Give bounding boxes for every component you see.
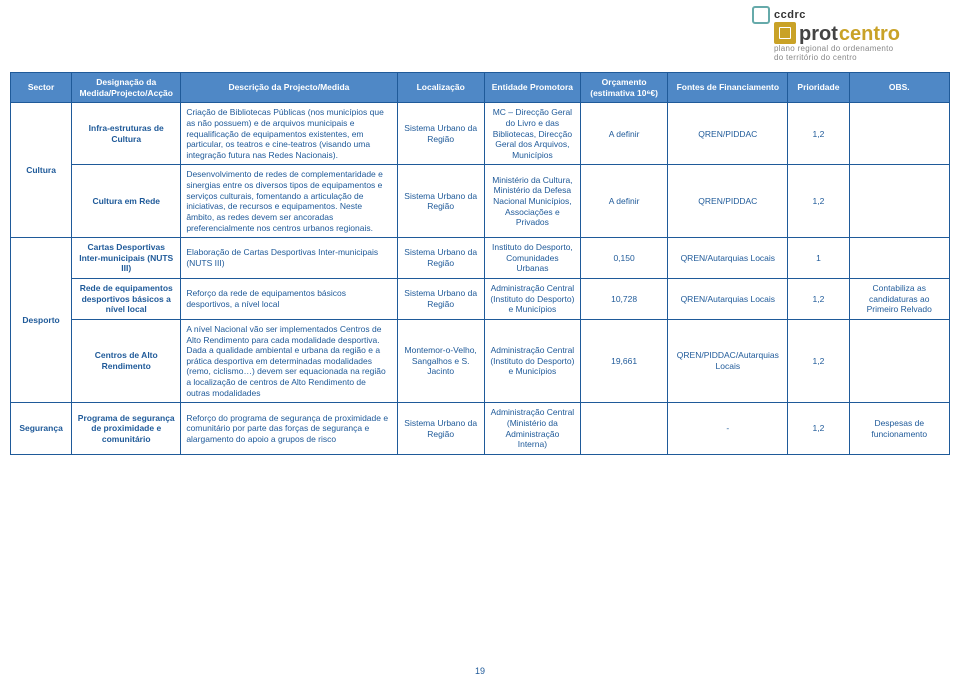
cell-orc: 10,728: [580, 279, 667, 320]
cell-ent: Administração Central (Instituto do Desp…: [484, 279, 580, 320]
brand-plain: prot: [799, 24, 838, 44]
cell-obs: [849, 319, 950, 402]
brand-row: protcentro: [774, 22, 900, 44]
cell-obs: Despesas de funcionamento: [849, 403, 950, 455]
table-row: Centros de Alto RendimentoA nível Nacion…: [11, 319, 950, 402]
cell-desig: Cartas Desportivas Inter-municipais (NUT…: [72, 238, 181, 279]
cell-prio: 1: [788, 238, 849, 279]
col-entidade: Entidade Promotora: [484, 73, 580, 103]
cell-ent: Administração Central (Ministério da Adm…: [484, 403, 580, 455]
cell-sector: Segurança: [11, 403, 72, 455]
cell-orc: [580, 403, 667, 455]
cell-ent: Administração Central (Instituto do Desp…: [484, 319, 580, 402]
cell-loc: Montemor-o-Velho, Sangalhos e S. Jacinto: [397, 319, 484, 402]
document-header: ccdrc protcentro plano regional do orden…: [0, 0, 960, 66]
cell-loc: Sistema Urbano da Região: [397, 165, 484, 238]
col-designacao: Designação da Medida/Projecto/Acção: [72, 73, 181, 103]
cell-prio: 1,2: [788, 403, 849, 455]
table-row: Rede de equipamentos desportivos básicos…: [11, 279, 950, 320]
cell-obs: [849, 103, 950, 165]
col-localizacao: Localização: [397, 73, 484, 103]
cell-fin: QREN/Autarquias Locais: [668, 279, 788, 320]
cell-loc: Sistema Urbano da Região: [397, 103, 484, 165]
col-sector: Sector: [11, 73, 72, 103]
logo-block: ccdrc protcentro plano regional do orden…: [752, 6, 900, 62]
cell-ent: Ministério da Cultura, Ministério da Def…: [484, 165, 580, 238]
cell-sector: Desporto: [11, 238, 72, 403]
tagline-2: do território do centro: [774, 53, 857, 62]
table-row: SegurançaPrograma de segurança de proxim…: [11, 403, 950, 455]
tagline-1: plano regional do ordenamento: [774, 44, 893, 53]
cell-ent: Instituto do Desporto, Comunidades Urban…: [484, 238, 580, 279]
table-row: Cultura em RedeDesenvolvimento de redes …: [11, 165, 950, 238]
ccdrc-text: ccdrc: [774, 9, 806, 21]
cell-obs: [849, 165, 950, 238]
cell-prio: 1,2: [788, 165, 849, 238]
cell-desc: Reforço da rede de equipamentos básicos …: [181, 279, 397, 320]
cell-desig: Rede de equipamentos desportivos básicos…: [72, 279, 181, 320]
cell-orc: 19,661: [580, 319, 667, 402]
cell-orc: A definir: [580, 165, 667, 238]
col-orcamento: Orçamento (estimativa 10⁶€): [580, 73, 667, 103]
page-number: 19: [0, 666, 960, 676]
cell-desc: Criação de Bibliotecas Públicas (nos mun…: [181, 103, 397, 165]
col-descricao: Descrição da Projecto/Medida: [181, 73, 397, 103]
cell-loc: Sistema Urbano da Região: [397, 238, 484, 279]
cell-fin: QREN/PIDDAC: [668, 103, 788, 165]
cell-prio: 1,2: [788, 103, 849, 165]
table-row: DesportoCartas Desportivas Inter-municip…: [11, 238, 950, 279]
cell-prio: 1,2: [788, 319, 849, 402]
cell-desc: Elaboração de Cartas Desportivas Inter-m…: [181, 238, 397, 279]
ccdrc-mark-icon: [752, 6, 770, 24]
col-fontes: Fontes de Financiamento: [668, 73, 788, 103]
main-table: Sector Designação da Medida/Projecto/Acç…: [10, 72, 950, 455]
cell-desig: Cultura em Rede: [72, 165, 181, 238]
cell-orc: A definir: [580, 103, 667, 165]
cell-fin: QREN/PIDDAC: [668, 165, 788, 238]
brand-accent: centro: [839, 24, 900, 44]
cell-fin: QREN/PIDDAC/Autarquias Locais: [668, 319, 788, 402]
cell-desc: Reforço do programa de segurança de prox…: [181, 403, 397, 455]
protcentro-icon: [774, 22, 796, 44]
cell-orc: 0,150: [580, 238, 667, 279]
cell-obs: [849, 238, 950, 279]
cell-ent: MC – Direcção Geral do Livro e das Bibli…: [484, 103, 580, 165]
cell-desig: Programa de segurança de proximidade e c…: [72, 403, 181, 455]
cell-loc: Sistema Urbano da Região: [397, 403, 484, 455]
table-head: Sector Designação da Medida/Projecto/Acç…: [11, 73, 950, 103]
table-row: CulturaInfra-estruturas de CulturaCriaçã…: [11, 103, 950, 165]
cell-prio: 1,2: [788, 279, 849, 320]
cell-desig: Infra-estruturas de Cultura: [72, 103, 181, 165]
table-body: CulturaInfra-estruturas de CulturaCriaçã…: [11, 103, 950, 455]
cell-sector: Cultura: [11, 103, 72, 238]
cell-loc: Sistema Urbano da Região: [397, 279, 484, 320]
cell-obs: Contabiliza as candidaturas ao Primeiro …: [849, 279, 950, 320]
cell-desig: Centros de Alto Rendimento: [72, 319, 181, 402]
cell-fin: QREN/Autarquias Locais: [668, 238, 788, 279]
cell-desc: Desenvolvimento de redes de complementar…: [181, 165, 397, 238]
cell-desc: A nível Nacional vão ser implementados C…: [181, 319, 397, 402]
col-prioridade: Prioridade: [788, 73, 849, 103]
cell-fin: -: [668, 403, 788, 455]
col-obs: OBS.: [849, 73, 950, 103]
